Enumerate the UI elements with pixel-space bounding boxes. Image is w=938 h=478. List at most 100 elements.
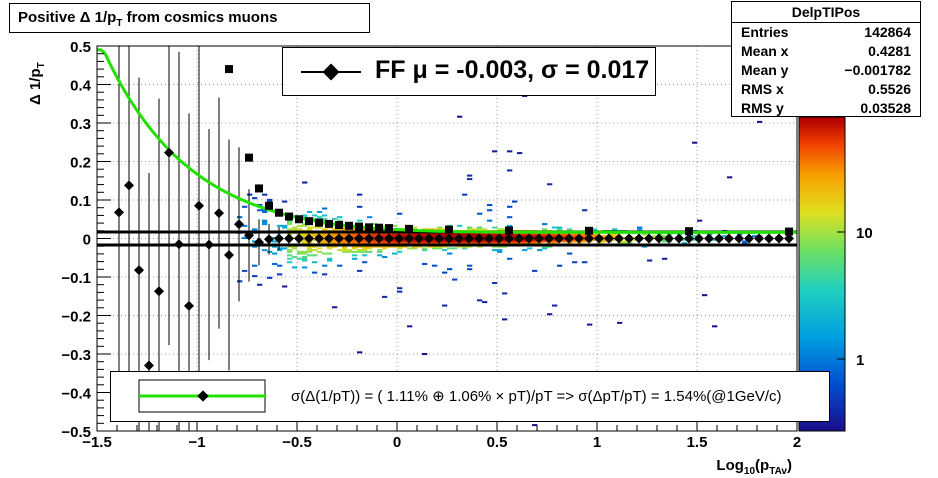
heatmap-cell bbox=[302, 223, 308, 226]
stats-value: −0.001782 bbox=[844, 62, 911, 78]
x-tick-label: 1 bbox=[593, 434, 601, 451]
heatmap-cell bbox=[327, 257, 333, 260]
heatmap-cell bbox=[342, 235, 348, 238]
heatmap-cell bbox=[527, 242, 533, 245]
heatmap-cell bbox=[467, 228, 473, 231]
mean-marker bbox=[264, 234, 274, 245]
heatmap-cell bbox=[437, 247, 443, 250]
heatmap-cell bbox=[462, 233, 468, 236]
heatmap-cell bbox=[252, 197, 258, 200]
heatmap-cell bbox=[277, 247, 283, 250]
colorbar-segment bbox=[799, 362, 845, 367]
heatmap-cell bbox=[497, 245, 503, 248]
heatmap-cell bbox=[332, 238, 338, 241]
heatmap-cell bbox=[457, 224, 463, 227]
heatmap-cell bbox=[332, 240, 338, 243]
heatmap-cell bbox=[442, 235, 448, 238]
heatmap-cell bbox=[542, 247, 548, 250]
heatmap-cell bbox=[352, 245, 358, 248]
heatmap-cell bbox=[302, 259, 308, 262]
colorbar-segment bbox=[799, 174, 845, 178]
heatmap-cell bbox=[437, 226, 443, 229]
heatmap-cell bbox=[282, 200, 288, 203]
heatmap-cell bbox=[332, 217, 338, 220]
heatmap-cell bbox=[352, 238, 358, 241]
colorbar-segment bbox=[799, 119, 845, 123]
colorbar-segment bbox=[799, 132, 845, 136]
heatmap-cell bbox=[637, 228, 643, 231]
heatmap-cell bbox=[662, 240, 668, 243]
colorbar-segment bbox=[799, 135, 845, 139]
heatmap-cell bbox=[317, 250, 323, 253]
colorbar-segment bbox=[799, 185, 845, 189]
heatmap-cell bbox=[402, 245, 408, 248]
heatmap-cell bbox=[262, 219, 268, 222]
colorbar-segment bbox=[799, 425, 845, 429]
heatmap-cell bbox=[622, 240, 628, 243]
colorbar-segment bbox=[799, 211, 845, 215]
heatmap-cell bbox=[352, 228, 358, 231]
heatmap-cell bbox=[662, 235, 668, 238]
colorbar-tick-label: 10 bbox=[856, 225, 873, 242]
heatmap-cell bbox=[552, 233, 558, 236]
heatmap-cell bbox=[252, 240, 258, 243]
heatmap-cell bbox=[322, 217, 328, 220]
heatmap-cell bbox=[297, 250, 303, 253]
heatmap-cell bbox=[277, 249, 283, 252]
colorbar-segment bbox=[799, 224, 845, 228]
colorbar-segment bbox=[799, 258, 845, 262]
heatmap-cell bbox=[362, 235, 368, 238]
heatmap-cell bbox=[492, 238, 498, 241]
heatmap-cell bbox=[362, 249, 368, 252]
heatmap-cell bbox=[427, 242, 433, 245]
heatmap-cell bbox=[642, 233, 648, 236]
colorbar-segment bbox=[799, 164, 845, 168]
colorbar-segment bbox=[799, 127, 845, 131]
heatmap-cell bbox=[382, 245, 388, 248]
heatmap-cell bbox=[327, 245, 333, 248]
colorbar-segment bbox=[799, 315, 845, 319]
heatmap-cell bbox=[357, 205, 363, 208]
heatmap-cell bbox=[582, 238, 588, 241]
y-axis-label: Δ 1/pT bbox=[27, 62, 47, 105]
heatmap-cell bbox=[567, 252, 573, 255]
heatmap-cell bbox=[567, 242, 573, 245]
sigma-marker bbox=[365, 223, 373, 232]
colorbar-segment bbox=[799, 213, 845, 217]
heatmap-cell bbox=[342, 226, 348, 229]
heatmap-cell bbox=[362, 242, 368, 245]
heatmap-cell bbox=[482, 238, 488, 241]
heatmap-cell bbox=[492, 249, 498, 252]
mean-marker bbox=[514, 233, 524, 244]
colorbar-segment bbox=[799, 268, 845, 272]
colorbar-segment bbox=[799, 310, 845, 314]
heatmap-cell bbox=[477, 299, 483, 302]
heatmap-cell bbox=[382, 235, 388, 238]
mean-marker bbox=[414, 233, 424, 244]
heatmap-cell bbox=[337, 264, 343, 267]
mean-marker bbox=[744, 233, 754, 244]
mean-marker bbox=[544, 233, 554, 244]
heatmap-cell bbox=[402, 240, 408, 243]
heatmap-cell bbox=[327, 252, 333, 255]
colorbar-segment bbox=[799, 187, 845, 191]
colorbar-segment bbox=[799, 423, 845, 427]
colorbar-segment bbox=[799, 260, 845, 265]
heatmap-cell bbox=[572, 233, 578, 236]
heatmap-cell bbox=[372, 223, 378, 226]
heatmap-cell bbox=[332, 306, 338, 309]
heatmap-cell bbox=[292, 247, 298, 250]
sigma-marker bbox=[585, 226, 593, 235]
heatmap-cell bbox=[617, 321, 623, 324]
mean-marker bbox=[634, 233, 644, 244]
heatmap-cell bbox=[322, 240, 328, 243]
colorbar-segment bbox=[799, 365, 845, 369]
heatmap-cell bbox=[547, 242, 553, 245]
mean-marker bbox=[444, 233, 454, 244]
heatmap-cell bbox=[342, 250, 348, 253]
heatmap-cell bbox=[287, 254, 293, 257]
heatmap-cell bbox=[242, 269, 248, 272]
heatmap-cell bbox=[287, 261, 293, 264]
colorbar-segment bbox=[799, 352, 845, 356]
heatmap-cell bbox=[352, 235, 358, 238]
